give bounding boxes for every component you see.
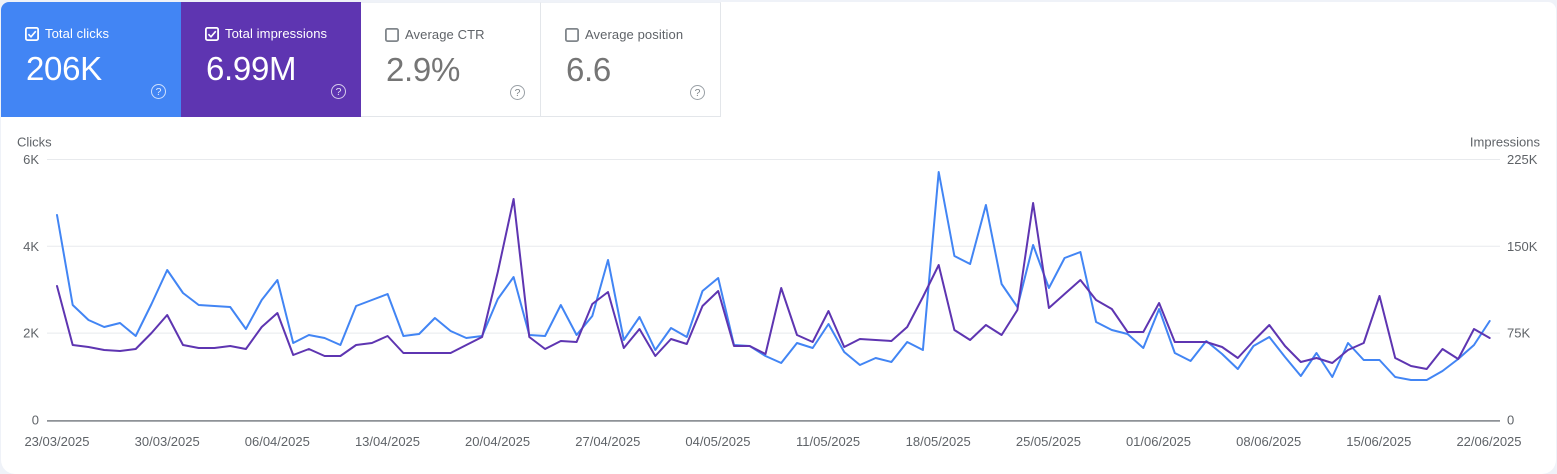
svg-text:225K: 225K [1507,152,1538,167]
svg-text:11/05/2025: 11/05/2025 [796,434,860,449]
svg-text:Clicks: Clicks [17,135,52,150]
svg-text:18/05/2025: 18/05/2025 [906,434,971,449]
svg-text:150K: 150K [1507,239,1538,254]
svg-text:0: 0 [32,413,39,428]
svg-text:08/06/2025: 08/06/2025 [1236,434,1301,449]
svg-text:22/06/2025: 22/06/2025 [1456,434,1521,449]
svg-text:01/06/2025: 01/06/2025 [1126,434,1191,449]
svg-text:Impressions: Impressions [1470,135,1541,150]
svg-text:27/04/2025: 27/04/2025 [575,434,640,449]
svg-text:25/05/2025: 25/05/2025 [1016,434,1081,449]
svg-text:20/04/2025: 20/04/2025 [465,434,530,449]
svg-text:13/04/2025: 13/04/2025 [355,434,420,449]
svg-text:23/03/2025: 23/03/2025 [24,434,89,449]
svg-text:6K: 6K [23,152,39,167]
svg-text:75K: 75K [1507,326,1530,341]
svg-text:06/04/2025: 06/04/2025 [245,434,310,449]
svg-text:4K: 4K [23,239,39,254]
svg-text:15/06/2025: 15/06/2025 [1346,434,1411,449]
svg-text:30/03/2025: 30/03/2025 [135,434,200,449]
svg-text:04/05/2025: 04/05/2025 [685,434,750,449]
svg-text:0: 0 [1507,413,1514,428]
svg-text:2K: 2K [23,326,39,341]
